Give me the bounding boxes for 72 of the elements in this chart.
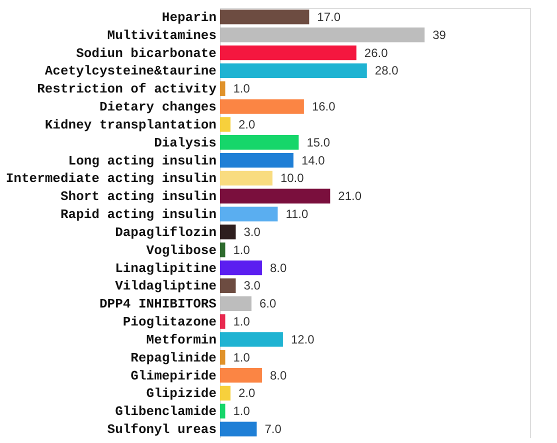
bar — [220, 152, 294, 168]
y-tick-label: Intermediate acting insulin — [6, 171, 217, 186]
y-tick-label: Sulfonyl ureas — [107, 422, 217, 438]
data-label: 14.0 — [301, 153, 326, 168]
y-tick-label: Multivitamines — [107, 28, 217, 43]
data-label: 1.0 — [233, 350, 250, 364]
y-tick-label: Pioglitazone — [122, 314, 217, 330]
y-tick-label: Dapagliflozin — [115, 224, 217, 240]
y-tick-label: Linaglipitine — [115, 260, 217, 276]
data-label: 16.0 — [312, 100, 336, 114]
bar — [220, 45, 356, 60]
bar — [220, 422, 257, 436]
bar — [220, 28, 425, 42]
data-label: 12.0 — [290, 332, 315, 346]
data-label: 7.0 — [264, 422, 282, 436]
y-tick-label: Dialysis — [154, 135, 217, 150]
bar — [220, 188, 330, 204]
bar — [220, 81, 226, 96]
data-label: 1.0 — [233, 314, 250, 329]
y-tick-label: Glipizide — [146, 386, 217, 402]
bar — [220, 135, 299, 150]
bar — [220, 117, 230, 132]
y-tick-label: Repaglinide — [130, 350, 217, 366]
y-tick-label: Glimepiride — [130, 368, 217, 384]
data-label: 2.0 — [238, 117, 256, 132]
bar — [220, 386, 230, 401]
bar — [220, 404, 226, 418]
y-tick-label: Heparin — [162, 10, 217, 25]
y-tick-label: Restriction of activity — [37, 82, 217, 97]
bar — [220, 296, 252, 311]
bar — [220, 278, 236, 294]
y-tick-label: Vildagliptine — [115, 278, 217, 294]
data-label: 15.0 — [306, 135, 330, 150]
data-label: 28.0 — [374, 64, 399, 78]
bar — [220, 170, 272, 186]
y-tick-label: Glibenclamide — [115, 404, 217, 420]
data-label: 21.0 — [338, 189, 362, 204]
data-label: 2.0 — [238, 386, 256, 400]
y-tick-label: Voglibose — [146, 242, 217, 258]
data-label: 3.0 — [244, 278, 261, 293]
bar — [220, 332, 283, 347]
bar — [220, 224, 236, 240]
y-tick-label: DPP4 INHIBITORS — [99, 296, 217, 312]
data-label: 8.0 — [270, 368, 287, 382]
y-tick-label: Sodiun bicarbonate — [76, 46, 217, 61]
bar — [220, 10, 310, 24]
data-label: 3.0 — [244, 224, 261, 239]
data-label: 17.0 — [317, 10, 341, 24]
data-label: 1.0 — [233, 82, 250, 96]
y-tick-label: Acetylcysteine&taurine — [44, 64, 217, 79]
data-label: 1.0 — [233, 242, 250, 257]
bar — [220, 260, 262, 276]
y-tick-label: Rapid acting insulin — [60, 207, 217, 222]
data-label: 10.0 — [280, 171, 304, 186]
y-tick-label: Dietary changes — [99, 100, 217, 115]
y-tick-label: Metformin — [146, 332, 217, 348]
bar — [220, 314, 226, 329]
y-tick-label: Long acting insulin — [68, 153, 217, 168]
bar — [220, 368, 262, 383]
data-label: 6.0 — [259, 296, 276, 311]
data-label: 1.0 — [233, 404, 250, 418]
bar — [220, 242, 226, 258]
data-label: 39 — [432, 28, 446, 42]
data-label: 26.0 — [364, 46, 388, 60]
bar — [220, 206, 278, 222]
data-label: 11.0 — [286, 207, 308, 222]
bar — [220, 63, 367, 78]
bar — [220, 350, 226, 365]
y-tick-label: Short acting insulin — [60, 189, 217, 204]
y-tick-label: Kidney transplantation — [44, 117, 217, 132]
bar — [220, 99, 304, 114]
data-label: 8.0 — [270, 260, 287, 275]
